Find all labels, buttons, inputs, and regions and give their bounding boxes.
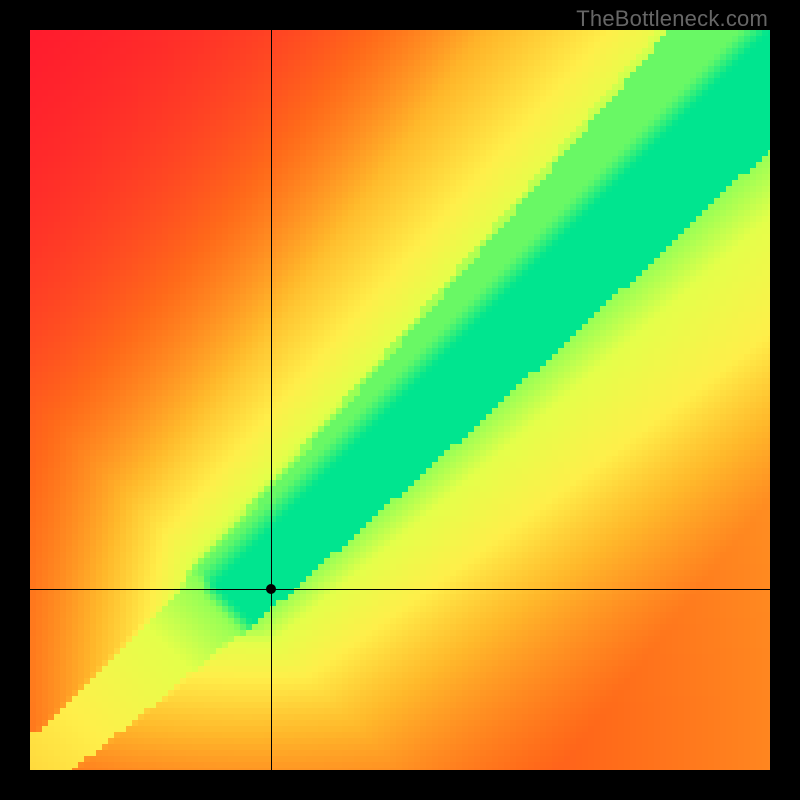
- watermark-text: TheBottleneck.com: [576, 6, 768, 32]
- heatmap-plot: [30, 30, 770, 770]
- marker-dot: [266, 584, 276, 594]
- heatmap-canvas: [30, 30, 770, 770]
- crosshair-vertical: [271, 30, 272, 770]
- crosshair-horizontal: [30, 589, 770, 590]
